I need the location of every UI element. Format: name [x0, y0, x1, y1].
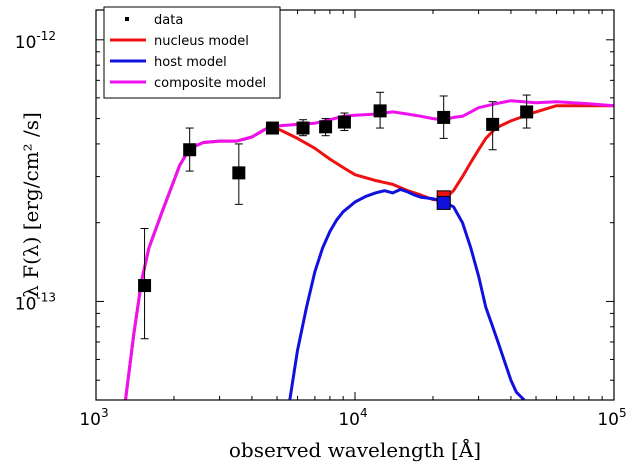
- data-point: [520, 105, 534, 119]
- plot-area: [124, 91, 614, 400]
- y-axis-label: λ F(λ) [erg/cm² /s]: [19, 112, 43, 298]
- composite-model-line: [124, 99, 614, 400]
- data-point: [232, 166, 246, 180]
- legend-label: host model: [154, 55, 227, 70]
- x-tick-label: 104: [338, 406, 367, 430]
- legend-label: nucleus model: [154, 34, 249, 49]
- legend: data nucleus model host model composite mod…: [103, 6, 281, 99]
- legend-label: composite model: [154, 76, 266, 91]
- data-point: [437, 110, 451, 124]
- nucleus-model-line: [124, 104, 614, 400]
- data-point: [296, 121, 310, 135]
- data-point: [486, 117, 500, 131]
- data-point: [265, 121, 279, 135]
- x-axis-label: observed wavelength [Å]: [229, 437, 481, 462]
- data-point: [319, 120, 333, 134]
- data-point: [138, 279, 152, 293]
- y-tick-label: 10-12: [15, 29, 56, 53]
- x-tick-label: 105: [597, 406, 626, 430]
- host-model-marker: [436, 195, 451, 210]
- data-point: [337, 115, 351, 129]
- legend-data-marker: [125, 17, 129, 21]
- host-model-line: [288, 187, 526, 400]
- data-point: [373, 104, 387, 118]
- data-point: [183, 143, 197, 157]
- x-tick-label: 103: [79, 406, 108, 430]
- legend-label: data: [154, 13, 183, 28]
